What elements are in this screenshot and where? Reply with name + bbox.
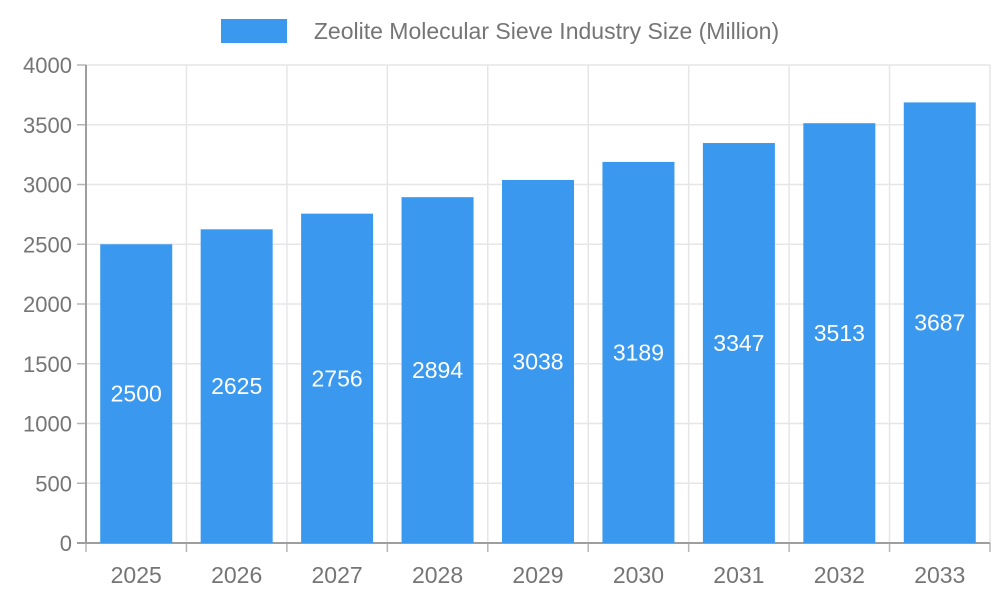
y-tick-label: 4000 bbox=[23, 53, 72, 78]
bar-2029[interactable] bbox=[502, 179, 574, 544]
x-tick-label: 2029 bbox=[512, 562, 563, 588]
bar-2030[interactable] bbox=[602, 161, 675, 544]
y-tick-label: 2000 bbox=[23, 292, 72, 317]
x-tick-label: 2028 bbox=[412, 562, 463, 588]
y-tick-label: 3500 bbox=[23, 113, 72, 138]
y-tick-label: 2500 bbox=[23, 232, 72, 257]
y-tick-label: 3000 bbox=[23, 173, 72, 198]
bar-2026[interactable] bbox=[200, 229, 273, 543]
y-tick-label: 0 bbox=[60, 531, 72, 556]
x-tick-label: 2026 bbox=[211, 562, 262, 588]
bar-2032[interactable] bbox=[803, 123, 876, 543]
bar-value-label: 3513 bbox=[814, 320, 865, 346]
y-tick-label: 500 bbox=[35, 471, 72, 496]
x-tick-label: 2030 bbox=[613, 562, 664, 588]
x-tick-label: 2033 bbox=[914, 562, 965, 588]
legend-item-industry-size[interactable]: Zeolite Molecular Sieve Industry Size (M… bbox=[220, 18, 780, 44]
bar-2031[interactable] bbox=[702, 143, 775, 543]
bar-2025[interactable] bbox=[100, 244, 173, 543]
legend-label: Zeolite Molecular Sieve Industry Size (M… bbox=[313, 18, 780, 44]
y-tick-label: 1000 bbox=[23, 412, 72, 437]
chart-legend: Zeolite Molecular Sieve Industry Size (M… bbox=[0, 18, 1000, 44]
bar-2028[interactable] bbox=[401, 197, 474, 544]
bar-value-label: 3189 bbox=[613, 339, 664, 365]
bar-value-label: 2500 bbox=[111, 381, 162, 407]
bar-value-label: 2756 bbox=[312, 365, 363, 391]
x-tick-label: 2032 bbox=[814, 562, 865, 588]
bar-value-label: 2625 bbox=[211, 373, 262, 399]
x-tick-label: 2027 bbox=[312, 562, 363, 588]
x-tick-label: 2031 bbox=[713, 562, 764, 588]
bar-2027[interactable] bbox=[301, 213, 374, 543]
legend-swatch bbox=[220, 19, 287, 43]
x-tick-label: 2025 bbox=[111, 562, 162, 588]
bar-2033[interactable] bbox=[903, 102, 976, 543]
bar-value-label: 3038 bbox=[512, 348, 563, 374]
bar-value-label: 3347 bbox=[713, 330, 764, 356]
bar-value-label: 3687 bbox=[914, 310, 965, 336]
bar-value-label: 2894 bbox=[412, 357, 463, 383]
y-tick-label: 1500 bbox=[23, 352, 72, 377]
